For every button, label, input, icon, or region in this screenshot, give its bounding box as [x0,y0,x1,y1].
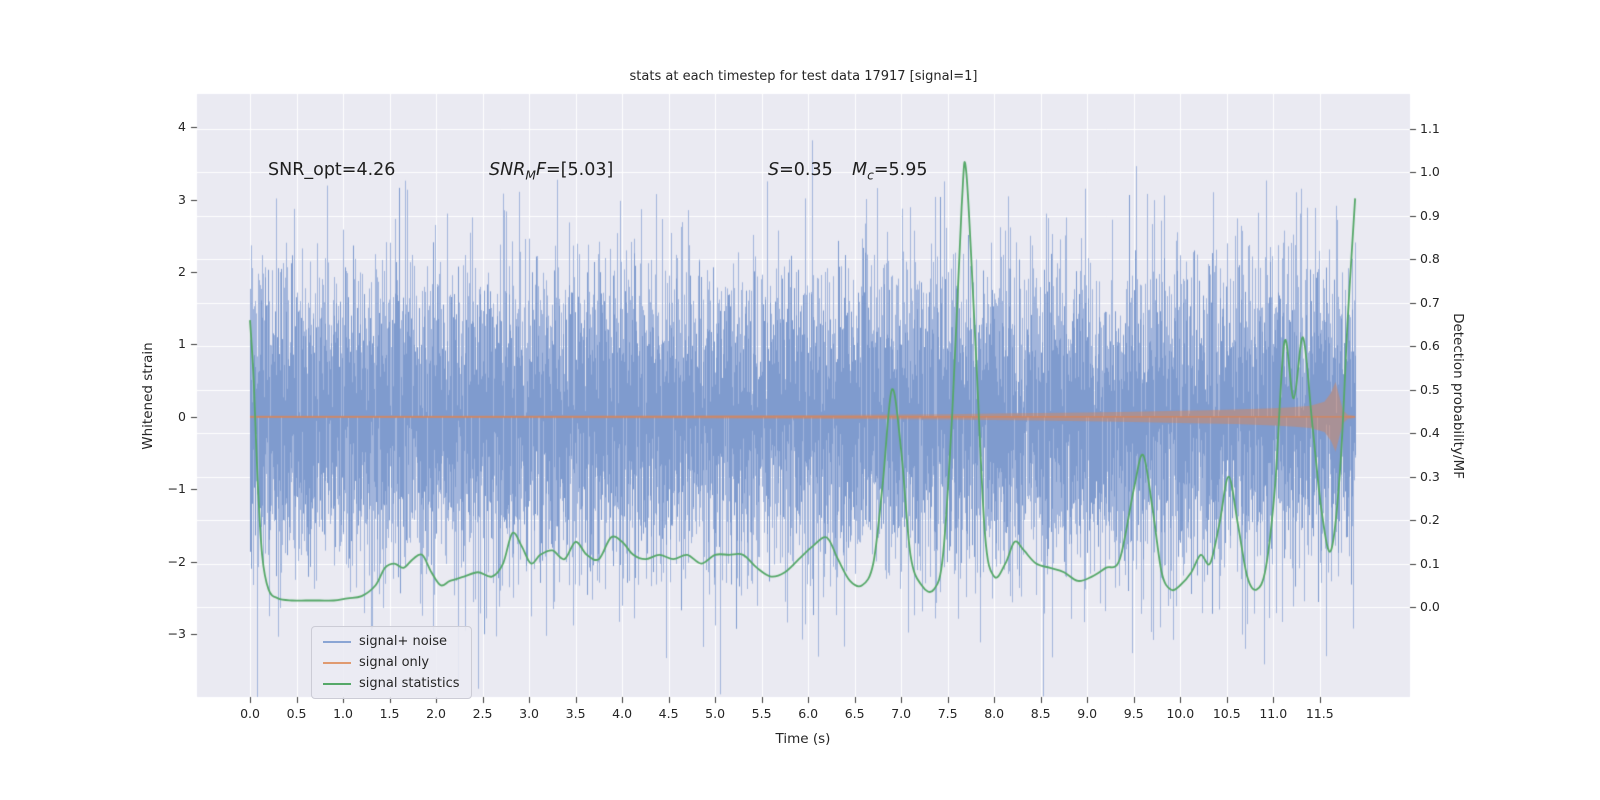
y-right-tick-label: 0.0 [1420,599,1440,614]
x-tick-label: 4.5 [658,706,679,721]
y-right-tick-label: 1.0 [1420,164,1440,180]
y-right-tick-label: 0.7 [1420,294,1440,310]
y-left-tick-label: 1 [178,336,186,352]
annotation-snr-opt: SNR_opt=4.26 [268,160,395,180]
y-right-tick-label: 0.4 [1420,425,1440,441]
x-tick-label: 6.5 [844,706,865,721]
y-right-tick-label: 0.3 [1420,468,1440,484]
legend-item-signal-statistics: signal statistics [323,676,460,691]
annotation-mc-sub: c [867,168,874,183]
y-left-tick-label: 0 [178,408,186,424]
annotation-snr-opt-text: SNR_opt=4.26 [268,160,396,180]
annotation-snr-mf-mid: F [535,160,547,180]
x-tick-label: 7.5 [937,706,958,721]
x-tick-label: 3.5 [565,706,586,721]
y-left-tick-label: 4 [178,119,186,135]
x-tick-label: 2.5 [472,706,493,721]
y-left-tick-label: −1 [167,481,186,497]
x-tick-label: 5.5 [751,706,772,721]
y-right-tick-label: 0.8 [1420,251,1440,267]
legend-label-signal-statistics: signal statistics [359,676,460,691]
x-tick-label: 9.0 [1077,706,1098,721]
y-left-tick-label: 3 [178,191,186,207]
x-tick-label: 0.0 [240,706,260,721]
annotation-mc-symbol: M [852,160,868,180]
legend-label-signal-only: signal only [359,655,430,670]
y-left-tick-label: 2 [178,264,186,280]
y-right-tick-label: 1.1 [1420,120,1440,136]
y-right-tick-label: 0.5 [1420,381,1440,397]
y-axis-label-right: Detection probability/MF [1450,313,1466,479]
x-tick-label: 10.0 [1166,706,1195,721]
annotation-s-symbol: S [768,160,780,180]
annotation-mc-value: =5.95 [873,160,928,180]
x-tick-label: 2.0 [426,706,446,721]
y-right-tick-label: 0.9 [1420,207,1440,223]
annotation-snr-mf-pre: SNR [489,160,526,180]
legend-label-signal-noise: signal+ noise [359,634,448,649]
y-right-tick-label: 0.1 [1420,555,1440,571]
legend-item-signal-only: signal only [323,655,460,670]
x-tick-label: 4.0 [612,706,633,721]
legend-line-signal-statistics-icon [323,682,351,685]
x-tick-label: 9.5 [1123,706,1144,721]
annotation-snr-mf: SNRMF=[5.03] [489,160,613,183]
x-tick-label: 8.5 [1030,706,1051,721]
x-axis-label: Time (s) [775,731,831,747]
x-tick-label: 6.0 [798,706,819,721]
x-tick-label: 3.0 [519,706,540,721]
x-tick-label: 5.0 [705,706,726,721]
x-tick-label: 10.5 [1212,706,1241,721]
legend-item-signal-noise: signal+ noise [323,634,460,649]
y-right-tick-label: 0.2 [1420,512,1440,528]
x-tick-label: 11.0 [1259,706,1288,721]
legend-line-signal-noise-icon [323,640,351,643]
annotation-snr-mf-sub: M [525,168,536,183]
y-left-tick-label: −3 [167,626,186,642]
annotation-s-value: =0.35 [779,160,833,180]
x-tick-label: 11.5 [1305,706,1334,721]
annotation-snr-mf-value: =[5.03] [546,160,614,180]
x-tick-label: 1.0 [333,706,353,721]
annotation-s: S=0.35 [768,160,833,180]
y-right-tick-label: 0.6 [1420,338,1440,354]
x-tick-label: 1.5 [379,706,400,721]
y-left-tick-label: −2 [167,553,186,569]
legend: signal+ noise signal only signal statist… [311,626,472,699]
chart-title: stats at each timestep for test data 179… [629,69,978,84]
annotation-mc: Mc=5.95 [852,160,928,183]
y-axis-label-left: Whitened strain [140,342,156,450]
x-tick-label: 7.0 [891,706,912,721]
legend-line-signal-only-icon [323,661,351,664]
x-tick-label: 8.0 [984,706,1005,721]
x-tick-label: 0.5 [286,706,307,721]
